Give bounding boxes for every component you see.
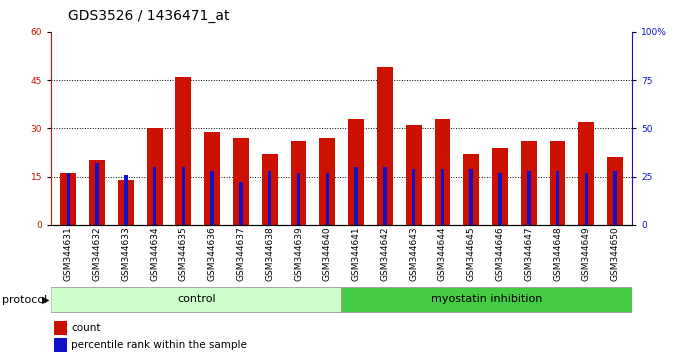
Bar (435, 119, 450, 225)
Bar (233, 138, 249, 225)
FancyBboxPatch shape (341, 287, 632, 313)
Bar (383, 167, 387, 225)
Text: count: count (71, 323, 101, 333)
Text: GDS3526 / 1436471_at: GDS3526 / 1436471_at (68, 9, 230, 23)
Bar (118, 180, 134, 225)
Bar (182, 167, 185, 225)
Bar (290, 141, 307, 225)
Bar (579, 122, 594, 225)
Bar (469, 169, 473, 225)
Bar (61, 173, 76, 225)
Bar (268, 171, 271, 225)
Bar (412, 169, 415, 225)
Bar (67, 173, 70, 225)
Bar (527, 171, 530, 225)
Bar (124, 175, 128, 225)
Text: protocol: protocol (2, 295, 48, 305)
Bar (348, 119, 364, 225)
Bar (613, 171, 617, 225)
Bar (89, 160, 105, 225)
Bar (492, 148, 508, 225)
Bar (377, 67, 393, 225)
Bar (239, 182, 243, 225)
Bar (326, 173, 329, 225)
Bar (406, 125, 422, 225)
Bar (463, 154, 479, 225)
Bar (204, 132, 220, 225)
Bar (320, 138, 335, 225)
FancyBboxPatch shape (51, 287, 341, 313)
Bar (607, 157, 623, 225)
Bar (296, 173, 301, 225)
Bar (556, 171, 559, 225)
Bar (354, 167, 358, 225)
Bar (521, 141, 537, 225)
Text: control: control (177, 295, 216, 304)
Text: myostatin inhibition: myostatin inhibition (431, 295, 543, 304)
Bar (262, 154, 277, 225)
Bar (153, 167, 156, 225)
Bar (210, 171, 214, 225)
Bar (54, 338, 67, 352)
Text: ▶: ▶ (42, 295, 50, 305)
Bar (175, 77, 191, 225)
Bar (441, 169, 444, 225)
Text: percentile rank within the sample: percentile rank within the sample (71, 340, 248, 350)
Bar (549, 141, 566, 225)
Bar (54, 321, 67, 335)
Bar (498, 173, 502, 225)
Bar (147, 128, 163, 225)
Bar (95, 163, 99, 225)
Bar (585, 173, 588, 225)
